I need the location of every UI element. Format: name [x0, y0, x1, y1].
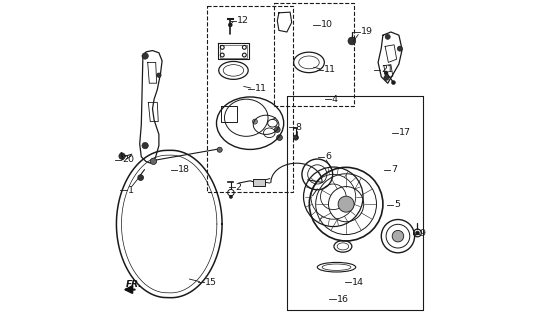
- Circle shape: [252, 119, 257, 124]
- Circle shape: [138, 175, 143, 180]
- Text: 4: 4: [332, 95, 338, 104]
- Circle shape: [384, 71, 388, 75]
- Circle shape: [142, 53, 148, 59]
- Text: 11: 11: [324, 65, 336, 74]
- Text: 12: 12: [237, 16, 249, 25]
- Circle shape: [228, 23, 232, 27]
- Circle shape: [150, 158, 156, 164]
- Circle shape: [275, 127, 280, 132]
- Circle shape: [391, 81, 395, 84]
- Text: 20: 20: [122, 156, 134, 164]
- Text: 21: 21: [382, 65, 393, 74]
- Circle shape: [156, 73, 161, 77]
- Circle shape: [348, 37, 356, 45]
- Text: 19: 19: [360, 28, 372, 36]
- Text: 7: 7: [391, 165, 397, 174]
- Circle shape: [293, 135, 299, 140]
- Text: 11: 11: [255, 84, 267, 93]
- Text: 15: 15: [205, 278, 217, 287]
- Circle shape: [277, 135, 282, 140]
- Bar: [253, 179, 265, 186]
- Circle shape: [384, 75, 389, 80]
- Text: 8: 8: [296, 123, 302, 132]
- Circle shape: [119, 153, 125, 159]
- Text: 18: 18: [178, 165, 190, 174]
- Text: 17: 17: [399, 128, 411, 137]
- Circle shape: [385, 34, 390, 39]
- Text: 10: 10: [320, 20, 332, 29]
- Circle shape: [142, 142, 148, 149]
- Circle shape: [338, 196, 354, 212]
- Bar: [274, 3, 354, 106]
- Text: FR.: FR.: [126, 280, 142, 289]
- Circle shape: [217, 147, 222, 152]
- Circle shape: [229, 195, 233, 198]
- Text: 2: 2: [235, 183, 241, 192]
- Text: 6: 6: [325, 152, 331, 161]
- Bar: [207, 6, 293, 192]
- Text: 9: 9: [420, 229, 426, 238]
- Circle shape: [415, 231, 420, 235]
- Circle shape: [392, 230, 404, 242]
- Text: 5: 5: [394, 200, 400, 209]
- Circle shape: [397, 46, 402, 51]
- Text: 1: 1: [128, 186, 134, 195]
- Text: 16: 16: [336, 295, 348, 304]
- Text: 14: 14: [352, 278, 364, 287]
